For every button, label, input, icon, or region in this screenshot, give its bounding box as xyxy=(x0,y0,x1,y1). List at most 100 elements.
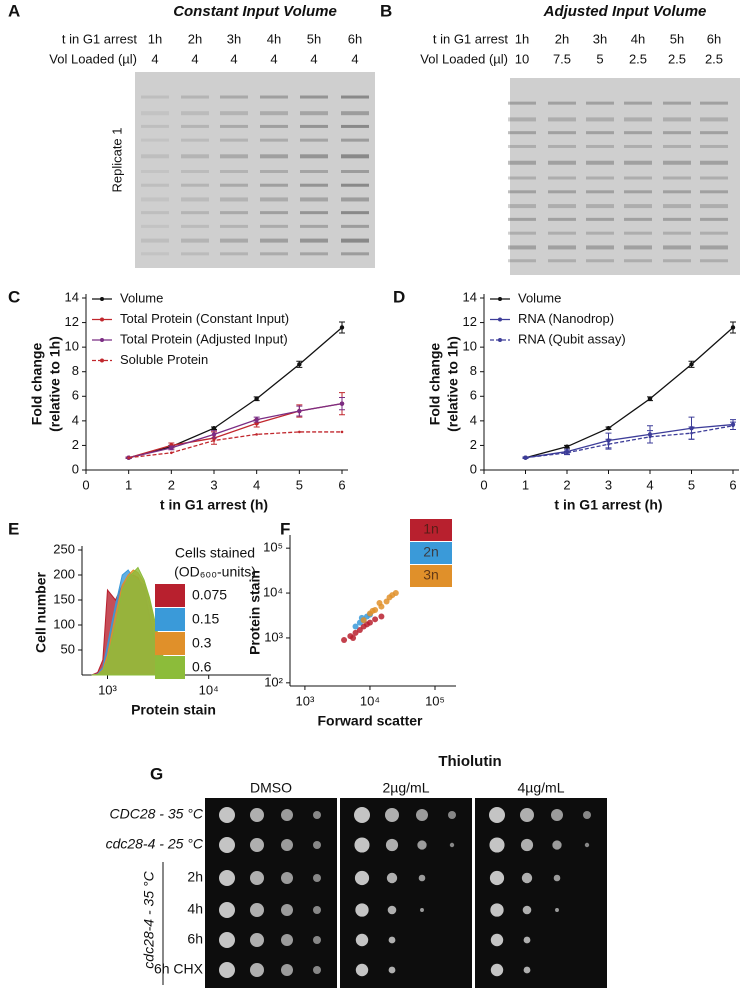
gel-band xyxy=(260,138,288,142)
gel-band xyxy=(141,95,169,99)
colony-spot xyxy=(583,811,591,819)
y-tick-label: 150 xyxy=(53,591,75,606)
legend-swatch xyxy=(410,519,452,541)
gel-band xyxy=(663,259,691,263)
y-tick-label: 10⁵ xyxy=(263,540,283,555)
gel-band xyxy=(341,211,369,215)
gel-band xyxy=(300,183,328,187)
data-point xyxy=(212,439,216,442)
gel-band xyxy=(586,245,614,250)
data-point xyxy=(607,442,610,446)
colony-spot xyxy=(354,807,370,823)
colony-spot xyxy=(385,808,399,822)
colony-spot xyxy=(523,966,531,974)
gel-band xyxy=(220,197,248,202)
series-line xyxy=(525,425,734,459)
colony-spot xyxy=(354,870,370,886)
y-axis-label: Fold change xyxy=(427,343,443,426)
colony-spot xyxy=(420,908,424,912)
gel-band xyxy=(700,217,728,221)
colony-spot xyxy=(418,874,426,882)
row-label: t in G1 arrest xyxy=(62,31,138,46)
colony-spot xyxy=(520,808,534,822)
side-label: Replicate 1 xyxy=(109,127,124,192)
colony-spot xyxy=(313,906,321,914)
gel-band xyxy=(181,111,209,116)
scatter-point xyxy=(378,613,385,620)
panel-letter: G xyxy=(150,764,163,783)
volume-label: 10 xyxy=(515,51,529,66)
row-label: CDC28 - 35 °C xyxy=(109,806,203,822)
colony-spot xyxy=(219,932,235,948)
scatter-point xyxy=(352,623,359,630)
colony-spot xyxy=(416,809,428,821)
gel-band xyxy=(548,160,576,165)
gel-band xyxy=(663,131,691,135)
y-tick-label: 12 xyxy=(65,314,79,329)
gel-band xyxy=(300,124,328,128)
gel-band xyxy=(700,245,728,250)
volume-label: 4 xyxy=(351,51,358,66)
scatter-point xyxy=(376,600,383,607)
data-point xyxy=(297,362,302,367)
colony-spot xyxy=(250,838,264,852)
data-point xyxy=(211,426,217,431)
row-label: t in G1 arrest xyxy=(433,31,509,46)
gel-band xyxy=(181,224,209,228)
gel-band xyxy=(260,224,288,228)
x-tick-label: 5 xyxy=(296,477,303,492)
legend-title: Cells stained xyxy=(175,545,255,561)
colony-spot xyxy=(219,807,235,823)
volume-label: 4 xyxy=(270,51,277,66)
gel-band xyxy=(508,231,536,235)
gel-band xyxy=(548,176,576,180)
scatter-point xyxy=(360,617,367,624)
colony-spot xyxy=(281,809,293,821)
colony-spot xyxy=(553,874,561,882)
row-label: 4h xyxy=(187,901,203,917)
column-label: 4µg/mL xyxy=(518,780,565,796)
gel-band xyxy=(300,197,328,202)
gel-band xyxy=(586,204,614,209)
colony-spot xyxy=(250,808,264,822)
lane-label: 2h xyxy=(555,31,569,46)
gel-band xyxy=(341,183,369,187)
legend-marker xyxy=(100,297,104,301)
volume-label: 4 xyxy=(151,51,158,66)
y-tick-label: 8 xyxy=(72,363,79,378)
panel-letter: B xyxy=(380,1,392,20)
colony-spot xyxy=(521,872,533,884)
data-point xyxy=(339,325,345,330)
series-line xyxy=(128,403,343,459)
y-tick-label: 12 xyxy=(463,314,477,329)
gel-band xyxy=(220,124,248,128)
y-tick-label: 2 xyxy=(470,437,477,452)
gel-band xyxy=(624,117,652,122)
gel-band xyxy=(700,259,728,263)
scatter-point xyxy=(341,636,348,643)
gel-band xyxy=(260,95,288,99)
data-point xyxy=(127,456,130,460)
legend-marker xyxy=(498,338,502,342)
gel-band xyxy=(341,238,369,243)
gel-band xyxy=(548,101,576,105)
colony-spot xyxy=(250,933,264,947)
gel-band xyxy=(141,170,169,173)
gel-band xyxy=(548,144,576,148)
gel-band xyxy=(586,144,614,148)
colony-spot xyxy=(219,837,235,853)
gel-band xyxy=(220,238,248,243)
gel-band xyxy=(300,170,328,173)
legend-marker xyxy=(100,317,104,322)
legend-label: RNA (Qubit assay) xyxy=(518,331,626,346)
legend-swatch xyxy=(410,565,452,587)
volume-label: 4 xyxy=(310,51,317,66)
colony-spot xyxy=(386,872,398,884)
y-tick-label: 14 xyxy=(65,289,79,304)
gel-band xyxy=(260,111,288,116)
plate-title: Thiolutin xyxy=(438,753,501,770)
legend-marker xyxy=(100,358,104,363)
colony-spot xyxy=(555,908,559,912)
volume-label: 5 xyxy=(596,51,603,66)
gel-band xyxy=(624,259,652,263)
